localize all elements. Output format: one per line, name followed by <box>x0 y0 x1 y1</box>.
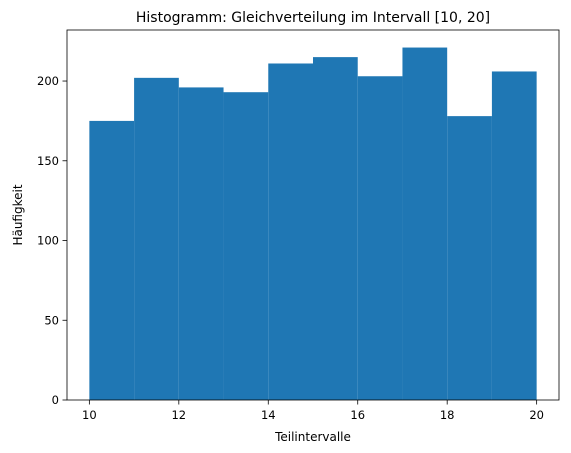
y-tick-label: 150 <box>37 154 59 168</box>
x-tick-label: 18 <box>440 408 455 422</box>
x-tick-label: 14 <box>261 408 276 422</box>
y-axis-ticks: 0 50 100 150 200 <box>37 74 67 407</box>
x-tick-label: 12 <box>171 408 186 422</box>
histogram-bar <box>134 77 179 401</box>
histogram-bar <box>178 87 224 401</box>
x-tick-label: 16 <box>350 408 365 422</box>
histogram-bar <box>491 71 537 400</box>
y-tick-label: 50 <box>44 313 59 327</box>
x-axis-label: Teilintervalle <box>274 430 351 444</box>
histogram-bar <box>357 76 403 400</box>
histogram-bar <box>313 57 358 401</box>
histogram-bar <box>89 120 135 400</box>
chart-title: Histogramm: Gleichverteilung im Interval… <box>136 10 490 26</box>
y-tick-label: 100 <box>37 234 59 248</box>
y-tick-label: 0 <box>52 393 59 407</box>
histogram-bar <box>268 63 313 400</box>
histogram-bar <box>447 116 492 400</box>
histogram-bar <box>223 92 269 400</box>
x-tick-label: 20 <box>529 408 544 422</box>
y-tick-label: 200 <box>37 74 59 88</box>
histogram-bar <box>402 47 448 401</box>
bars-group <box>89 47 537 401</box>
x-axis-ticks: 10 12 14 16 18 20 <box>82 400 544 422</box>
y-axis-label: Häufigkeit <box>11 184 25 245</box>
plot-frame <box>66 29 560 401</box>
x-tick-label: 10 <box>82 408 97 422</box>
